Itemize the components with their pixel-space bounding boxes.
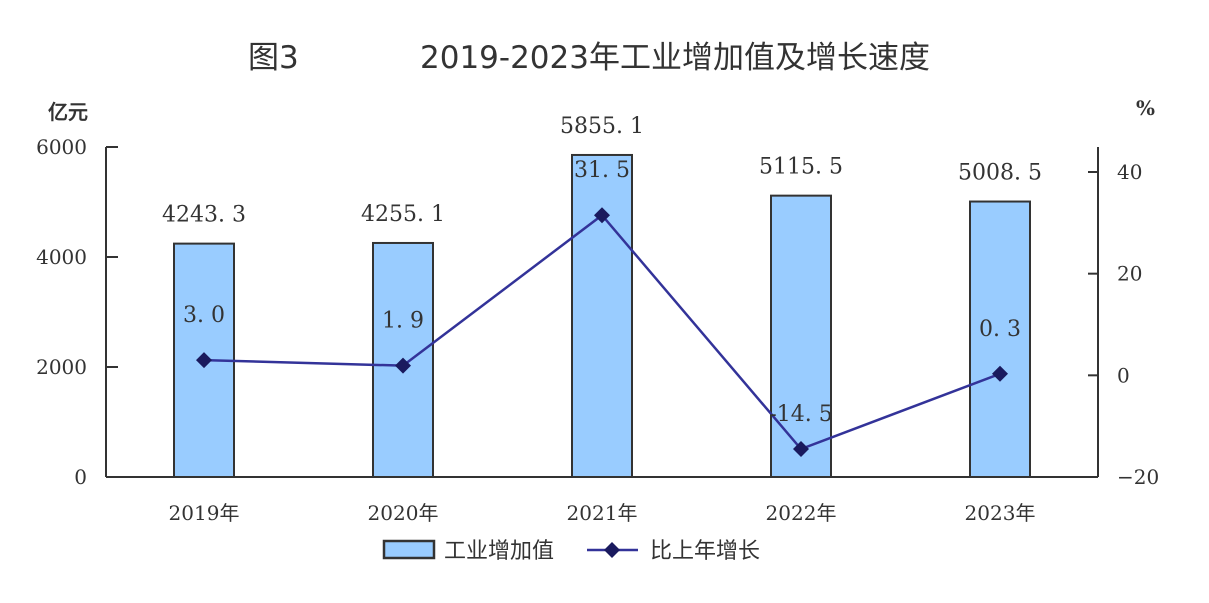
legend: 工业增加值 比上年增长 (382, 539, 760, 564)
bar-2022年 (770, 194, 832, 479)
left-axis-tick-label: 6000 (36, 135, 87, 159)
chart-title: 图3 2019-2023年工业增加值及增长速度 (0, 32, 1209, 76)
bar-value-label: 5115. 5 (759, 155, 843, 180)
chart-title-text: 2019-2023年工业增加值及增长速度 (420, 40, 930, 76)
legend-bar-swatch (382, 539, 436, 560)
line-marker (395, 357, 411, 374)
line-value-label: 3. 0 (183, 303, 225, 328)
x-axis-tick-label: 2020年 (368, 501, 439, 525)
x-axis-tick-label: 2021年 (567, 501, 638, 525)
bar-2021年 (571, 153, 633, 478)
left-axis-tick-label: 0 (74, 465, 87, 489)
bar-2023年 (969, 200, 1031, 478)
left-axis-tick-label: 4000 (36, 245, 87, 269)
line-value-label: 31. 5 (574, 158, 630, 183)
legend-bar-label: 工业增加值 (444, 539, 554, 564)
legend-line-marker (604, 542, 620, 558)
line-marker (594, 207, 610, 224)
bar-value-label: 5008. 5 (958, 161, 1042, 186)
left-axis-tick-label: 2000 (36, 355, 87, 379)
left-axis-unit: 亿元 (48, 100, 88, 124)
line-marker (793, 441, 809, 458)
right-axis-tick-label: 40 (1117, 160, 1142, 184)
x-axis-tick-label: 2019年 (169, 501, 240, 525)
x-axis-tick-label: 2022年 (766, 501, 837, 525)
bar-value-label: 4243. 3 (162, 203, 246, 228)
right-axis-unit: % (1136, 96, 1156, 120)
right-axis-tick-label: −20 (1117, 465, 1159, 489)
x-axis-tick-label: 2023年 (965, 501, 1036, 525)
line-marker (992, 365, 1008, 382)
bar-value-label: 5855. 1 (560, 114, 644, 139)
line-marker (196, 352, 212, 369)
legend-line-label: 比上年增长 (650, 539, 760, 564)
line-value-label: 1. 9 (382, 309, 424, 334)
bar-value-label: 4255. 1 (361, 202, 445, 227)
right-axis-tick-label: 20 (1117, 262, 1142, 286)
line-value-label: -14. 5 (769, 402, 832, 427)
right-axis-tick-label: 0 (1117, 363, 1130, 387)
figure-number: 图3 (248, 40, 299, 76)
line-value-label: 0. 3 (979, 317, 1021, 342)
